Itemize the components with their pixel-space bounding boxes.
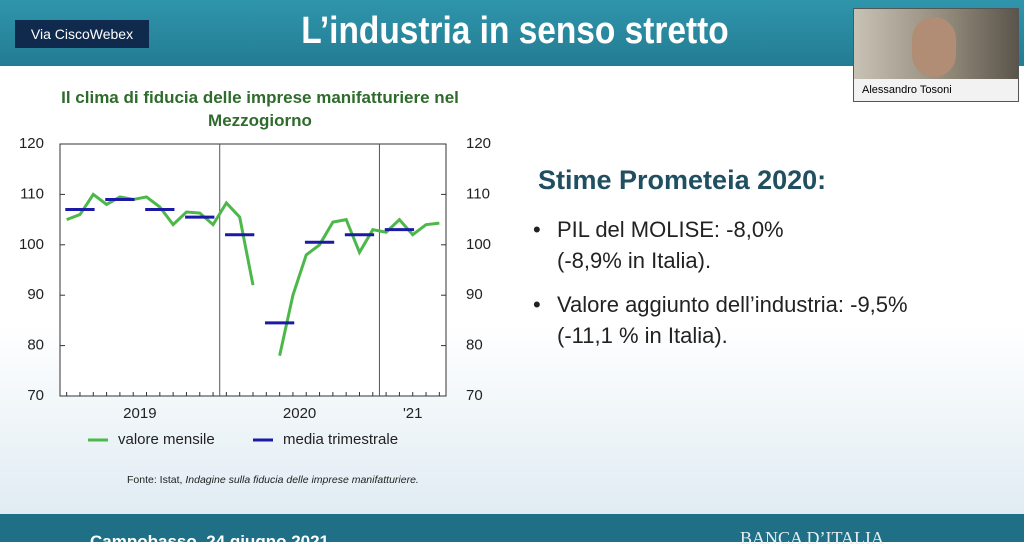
badge: Via CiscoWebex [15, 20, 149, 48]
slide-title: L’industria in senso stretto [301, 10, 729, 52]
bullets: • PIL del MOLISE: -8,0% (-8,9% in Italia).… [533, 214, 1003, 364]
y-tick-label: 120 [19, 135, 44, 152]
y-tick-label: 90 [27, 286, 44, 303]
y-tick-label: 110 [20, 185, 44, 202]
webcam-name: Alessandro Tosoni [854, 79, 1018, 101]
y2-tick-label: 110 [466, 185, 490, 202]
y-tick-label: 100 [19, 236, 44, 253]
y-tick-label: 70 [27, 387, 44, 404]
footer-bar [0, 514, 1024, 542]
source-italic: Indagine sulla fiducia delle imprese man… [185, 474, 419, 486]
y-tick-label: 80 [27, 337, 44, 354]
bullet-line: (-11,1 % in Italia). [557, 323, 728, 348]
bullet-line: (-8,9% in Italia). [557, 248, 712, 273]
footer-place: Campobasso, 24 giugno 2021 [90, 532, 330, 551]
x-group-label: '21 [403, 405, 423, 422]
y2-tick-label: 100 [466, 236, 491, 253]
y2-tick-label: 120 [466, 135, 491, 152]
x-group-label: 2020 [283, 405, 316, 422]
source: Fonte: Istat, Indagine sulla fiducia del… [127, 474, 419, 486]
series-line [66, 192, 440, 357]
source-text: Fonte: Istat, [127, 474, 183, 486]
x-group-label: 2019 [123, 405, 156, 422]
chart-title: Il clima di fiducia delle imprese manifa… [61, 88, 459, 130]
footer-brand: BANCA D’ITALIA [740, 528, 885, 548]
bullet: • PIL del MOLISE: -8,0% (-8,9% in Italia). [533, 214, 1003, 276]
webcam: Alessandro Tosoni [853, 8, 1019, 102]
y2-tick-label: 80 [466, 337, 483, 354]
legend-label: media trimestrale [283, 431, 398, 448]
bullet-line: Valore aggiunto dell’industria: -9,5% [557, 292, 908, 317]
bullet-line: PIL del MOLISE: -8,0% [557, 217, 784, 242]
y2-tick-label: 70 [466, 387, 483, 404]
y2-tick-label: 90 [466, 286, 483, 303]
plot-area [59, 143, 447, 397]
bullet: • Valore aggiunto dell’industria: -9,5% (-… [533, 289, 1003, 351]
panel-heading: Stime Prometeia 2020: [538, 165, 827, 195]
person [912, 17, 956, 77]
legend-label: valore mensile [118, 431, 215, 448]
